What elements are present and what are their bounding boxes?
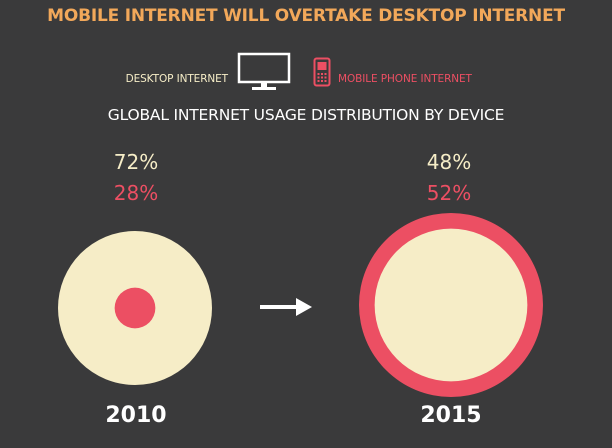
mobile-phone-icon bbox=[313, 57, 331, 87]
right-arrow-icon bbox=[260, 298, 312, 316]
main-title: MOBILE INTERNET WILL OVERTAKE DESKTOP IN… bbox=[47, 6, 565, 26]
pct-mobile-2015: 52% bbox=[426, 181, 472, 205]
pct-desktop-2015: 48% bbox=[426, 150, 472, 174]
slice-desktop-2015 bbox=[374, 228, 528, 382]
legend-desktop-label: DESKTOP INTERNET bbox=[125, 73, 229, 85]
slice-mobile-2010 bbox=[114, 287, 156, 329]
legend-mobile-label: MOBILE PHONE INTERNET bbox=[338, 73, 472, 85]
year-label-2015: 2015 bbox=[420, 403, 482, 428]
pct-mobile-2010: 28% bbox=[113, 181, 159, 205]
desktop-monitor-icon bbox=[237, 52, 291, 90]
pct-desktop-2010: 72% bbox=[113, 150, 159, 174]
chart-subtitle: GLOBAL INTERNET USAGE DISTRIBUTION BY DE… bbox=[107, 106, 505, 124]
year-label-2010: 2010 bbox=[105, 403, 167, 428]
